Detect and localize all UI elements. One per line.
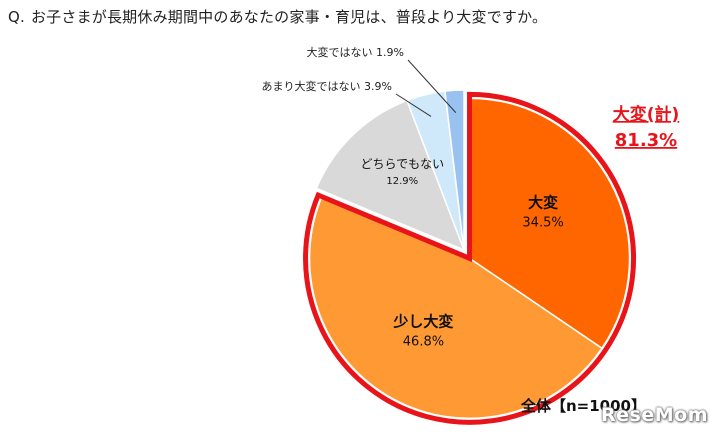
slice-callout: あまり大変ではない 3.9%: [262, 79, 392, 93]
watermark-logo: ReseMom: [601, 404, 708, 426]
slice-label: 大変: [528, 193, 558, 211]
slice-callout: 大変ではない 1.9%: [307, 45, 404, 59]
sample-size-label: 全体【n=1000】: [521, 397, 646, 415]
slice-value: 46.8%: [403, 335, 444, 350]
leader-line: [395, 93, 432, 117]
slice-taihen-dewa-nai: [444, 89, 465, 251]
question-text: Q. お子さまが長期休み期間中のあなたの家事・育児は、普段より大変ですか。: [8, 6, 547, 27]
slice-value: 34.5%: [522, 215, 563, 230]
question-body: お子さまが長期休み期間中のあなたの家事・育児は、普段より大変ですか。: [30, 8, 548, 26]
question-prefix: Q.: [8, 8, 25, 26]
highlight-label: 大変(計): [613, 104, 680, 125]
slice-label: どちらでもない: [360, 157, 444, 171]
highlight-outline: [303, 91, 637, 425]
slice-label: 少し大変: [392, 313, 453, 331]
leader-line: [407, 59, 457, 113]
slice-taihen: [468, 97, 631, 350]
highlight-value: 81.3%: [615, 130, 677, 151]
slice-value: 12.9%: [386, 176, 418, 187]
slice-sukoshi-taihen: [308, 195, 603, 420]
slice-dochira-demo-nai: [315, 99, 466, 252]
